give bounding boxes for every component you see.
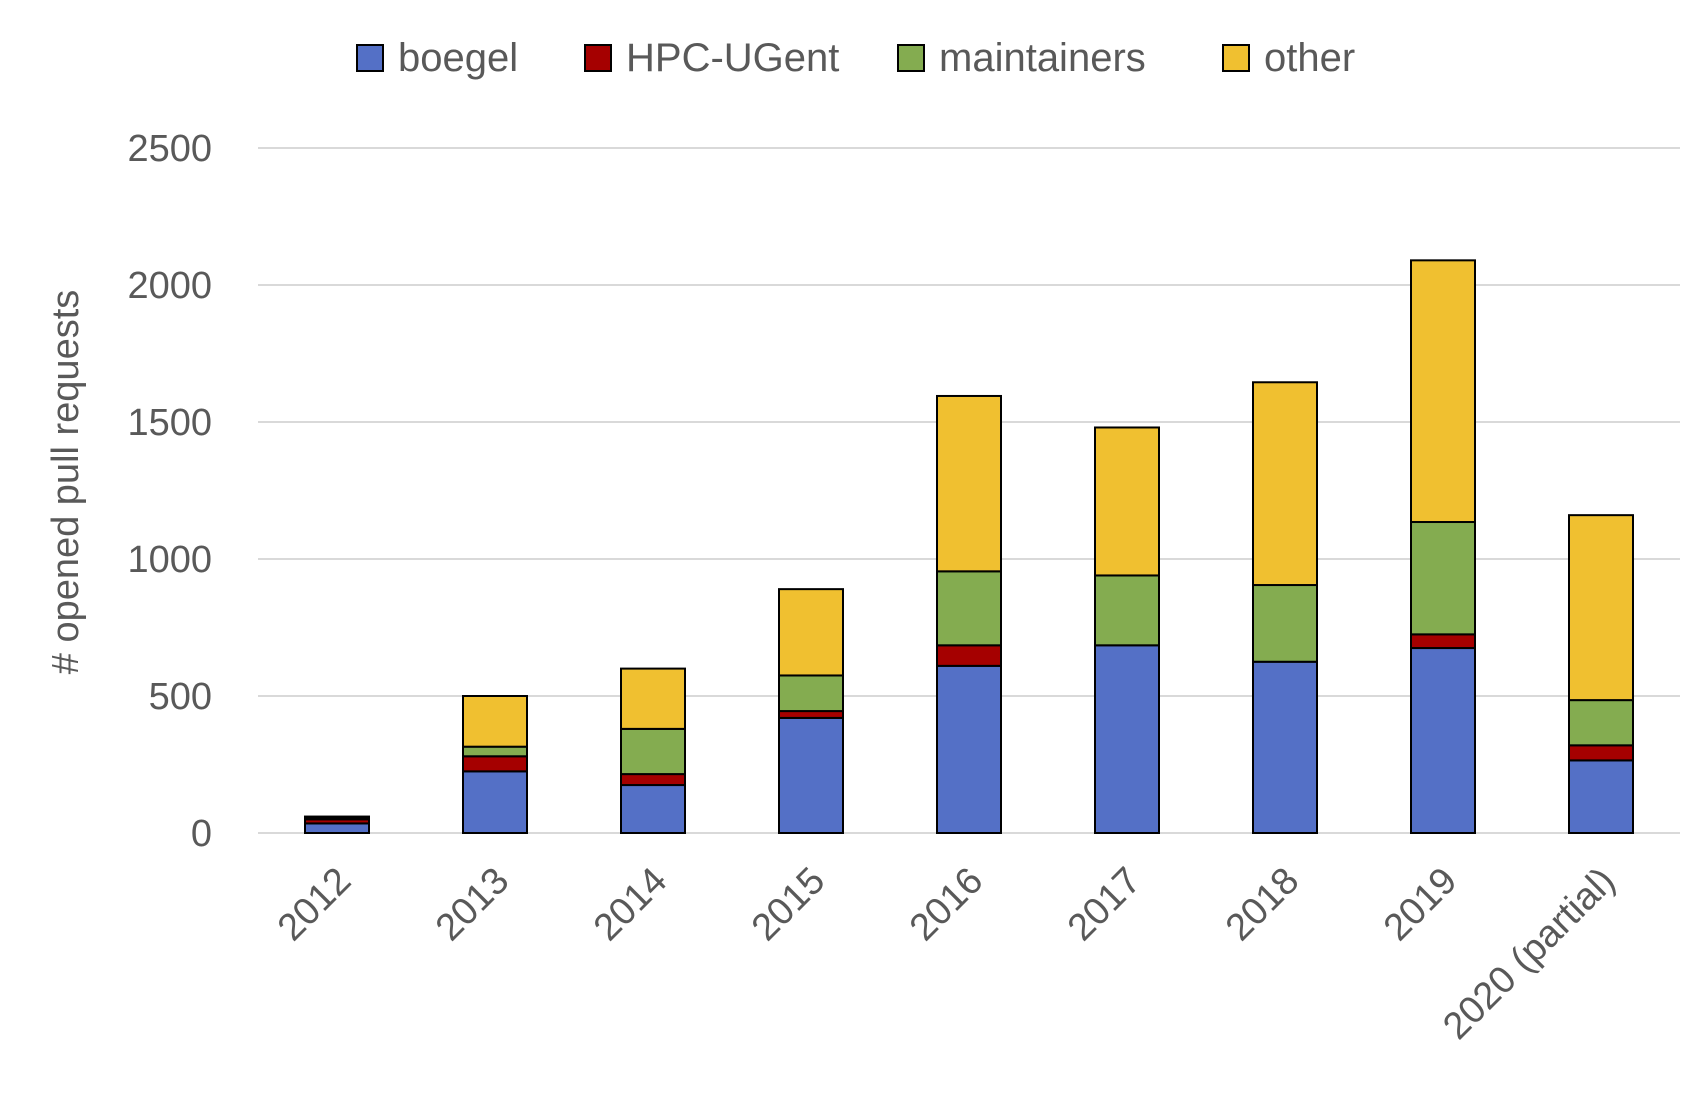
legend-label: boegel (398, 36, 518, 80)
legend-label: other (1264, 36, 1355, 80)
y-tick-label: 0 (191, 813, 212, 855)
legend-swatch (1222, 44, 1250, 72)
bar-segment (936, 394, 1002, 573)
y-tick-label: 2500 (127, 128, 212, 170)
bar-segment (778, 716, 844, 834)
x-tick-label: 2019 (1376, 860, 1465, 949)
bar-segment (936, 570, 1002, 647)
bar-segment (1094, 574, 1160, 647)
bar-segment (1568, 699, 1634, 747)
bar-segment (1568, 514, 1634, 702)
bar-segment (620, 784, 686, 834)
legend-label: maintainers (939, 36, 1146, 80)
bar-segment (1094, 644, 1160, 834)
bar-segment (1252, 381, 1318, 587)
bar-stack (778, 588, 844, 834)
bar-segment (462, 755, 528, 773)
bar-segment (304, 822, 370, 834)
bar-segment (778, 674, 844, 713)
bars (304, 259, 1634, 835)
bar-stack (1094, 426, 1160, 834)
bar-segment (462, 695, 528, 748)
bar-segment (778, 710, 844, 719)
bar-segment (620, 667, 686, 730)
legend-swatch (897, 44, 925, 72)
bar-stack (304, 815, 370, 834)
legend-swatch (584, 44, 612, 72)
bar-segment (936, 664, 1002, 834)
legend-label: HPC-UGent (626, 36, 839, 80)
bar-stack (620, 667, 686, 834)
y-axis-label: # opened pull requests (45, 290, 87, 675)
bar-stack (1252, 381, 1318, 834)
bar-segment (1410, 633, 1476, 650)
x-tick-label: 2016 (902, 860, 991, 949)
y-axis-ticks: 0 500 1000 1500 2000 2500 (127, 128, 212, 855)
bar-segment (1094, 426, 1160, 577)
legend-item: maintainers (897, 36, 1146, 80)
x-tick-label: 2014 (586, 860, 675, 949)
y-tick-label: 500 (149, 676, 212, 718)
y-tick-label: 1500 (127, 402, 212, 444)
bar-stack (936, 394, 1002, 834)
legend-item: HPC-UGent (584, 36, 839, 80)
bar-segment (620, 773, 686, 787)
bar-segment (304, 815, 370, 819)
x-tick-label: 2015 (744, 860, 833, 949)
legend-swatch (356, 44, 384, 72)
bar-segment (936, 644, 1002, 667)
y-tick-label: 1000 (127, 539, 212, 581)
bar-segment (1568, 759, 1634, 835)
legend-item: other (1222, 36, 1355, 80)
x-tick-label: 2013 (428, 860, 517, 949)
bar-stack (462, 695, 528, 834)
bar-segment (1410, 521, 1476, 636)
bar-segment (1252, 660, 1318, 834)
bar-stack (1568, 514, 1634, 835)
bar-stack (1410, 259, 1476, 834)
y-tick-label: 2000 (127, 265, 212, 307)
legend-item: boegel (356, 36, 518, 80)
legend: boegel HPC-UGent maintainers other (356, 36, 1355, 80)
x-tick-label: 2017 (1060, 860, 1149, 949)
bar-segment (620, 727, 686, 776)
bar-segment (462, 745, 528, 758)
bar-segment (1410, 647, 1476, 834)
x-tick-label: 2018 (1218, 860, 1307, 949)
bar-segment (1568, 744, 1634, 762)
bar-segment (778, 588, 844, 677)
x-tick-label: 2012 (270, 860, 359, 949)
bar-segment (1410, 259, 1476, 524)
bar-segment (462, 770, 528, 834)
bar-segment (1252, 584, 1318, 663)
